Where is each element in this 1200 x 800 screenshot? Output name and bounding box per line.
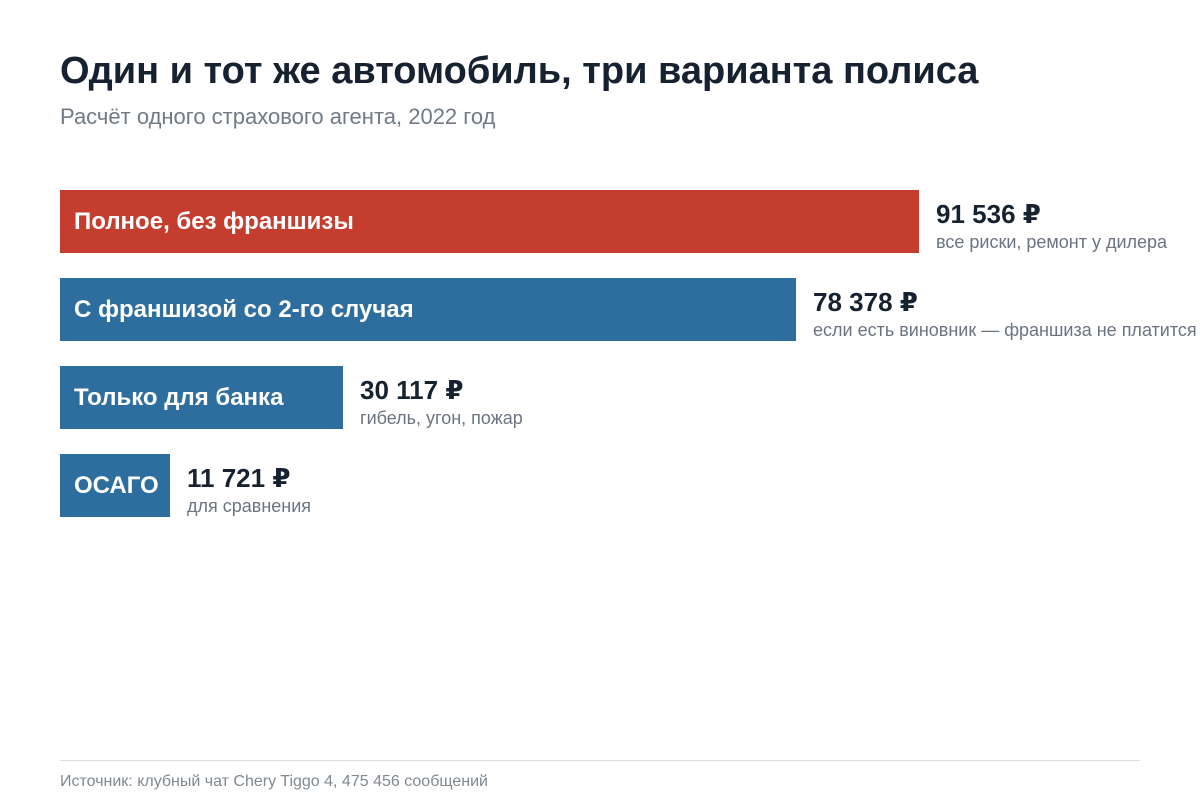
bar-value-label: 91 536 ₽ bbox=[936, 199, 1041, 229]
bar-note: для сравнения bbox=[187, 496, 312, 516]
footer-divider bbox=[60, 760, 1140, 761]
bar: С франшизой со 2-го случая bbox=[60, 278, 796, 341]
source-note: Источник: клубный чат Chery Tiggo 4, 475… bbox=[60, 773, 488, 790]
bar-category-label: ОСАГО bbox=[74, 472, 159, 499]
bar-category-label: Только для банка bbox=[74, 384, 284, 411]
chart-subtitle: Расчёт одного страхового агента, 2022 го… bbox=[60, 104, 496, 129]
chart-title: Один и тот же автомобиль, три варианта п… bbox=[60, 50, 979, 92]
bar-value-label: 11 721 ₽ bbox=[187, 463, 291, 493]
bar: Только для банка bbox=[60, 366, 343, 429]
bar-value-label: 78 378 ₽ bbox=[813, 287, 918, 317]
bar: Полное, без франшизы bbox=[60, 190, 919, 253]
bar: ОСАГО bbox=[60, 454, 170, 517]
bar-category-label: Полное, без франшизы bbox=[74, 208, 354, 235]
bar-value-label: 30 117 ₽ bbox=[360, 375, 464, 405]
bar-category-label: С франшизой со 2-го случая bbox=[74, 296, 414, 323]
bar-note: все риски, ремонт у дилера bbox=[936, 232, 1168, 252]
bar-note: гибель, угон, пожар bbox=[360, 408, 523, 428]
bar-note: если есть виновник — франшиза не платитс… bbox=[813, 320, 1197, 340]
